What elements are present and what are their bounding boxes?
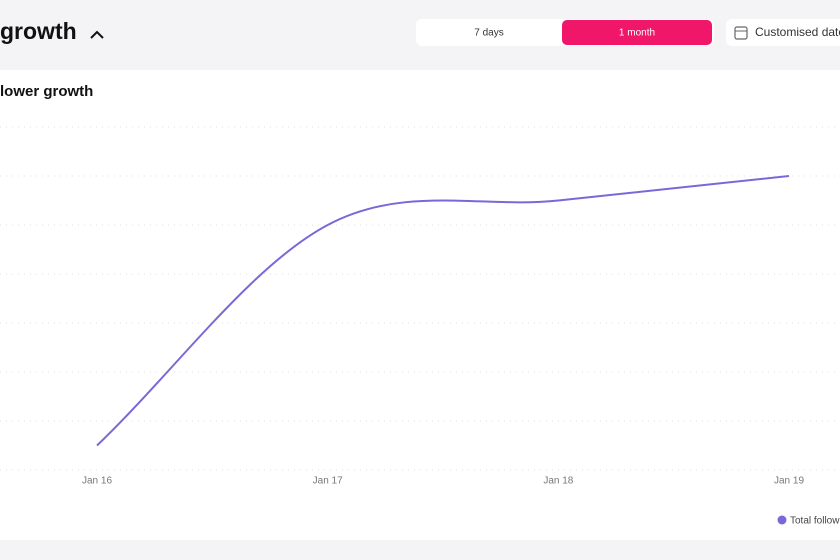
collapse-icon[interactable] — [90, 30, 104, 39]
range-label: 7 days — [474, 28, 503, 39]
range-7-days[interactable] — [416, 19, 562, 46]
x-tick-label: Jan 19 — [774, 476, 804, 487]
calendar-icon — [734, 26, 748, 40]
range-label: 1 month — [619, 28, 655, 39]
custom-date-button[interactable] — [726, 19, 840, 46]
x-tick-label: Jan 18 — [543, 476, 573, 487]
page-title: growth — [0, 18, 77, 44]
range-1-month[interactable] — [562, 20, 712, 45]
legend-label: Total follow — [790, 516, 840, 527]
chart-card — [0, 70, 840, 540]
custom-date-label: Customised date — [755, 25, 840, 39]
plot: Jan 16 Jan 17 Jan 18 Jan 19 Total follow — [0, 126, 840, 527]
x-tick-label: Jan 16 — [82, 476, 112, 487]
chart-title: lower growth — [0, 83, 93, 100]
legend-swatch — [777, 515, 787, 525]
x-tick-label: Jan 17 — [313, 476, 343, 487]
series-line — [96, 175, 790, 447]
